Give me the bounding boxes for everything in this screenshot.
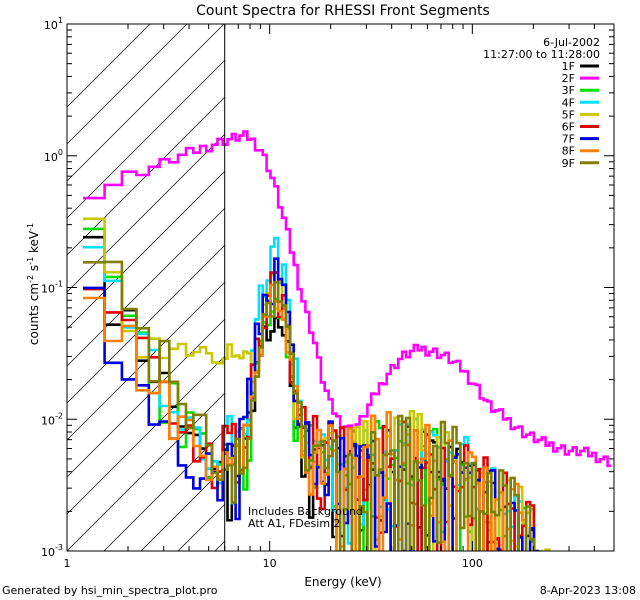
legend-label: 3F [562,84,575,97]
y-axis-title: counts cm-2 s-1 keV-1 [26,223,41,345]
legend-label: 7F [562,133,575,146]
axes: 1 10 100 10-3 10-2 10-1 100 101 [41,16,615,570]
hatch-line [67,207,225,367]
hatch-line [67,24,225,182]
y-tick-label: 100 [44,148,63,164]
hatch-line [67,24,151,108]
generated-by-label: Generated by hsi_min_spectra_plot.pro [2,584,218,597]
series-7F-line [83,257,540,551]
series-9F-line [83,260,536,551]
hatch-line [67,244,225,404]
series-layer [83,130,612,551]
y-tick-label: 10-2 [41,411,63,427]
legend-label: 4F [562,96,575,109]
legend-label: 2F [562,72,575,85]
legend-label: 6F [562,121,575,134]
x-tick-label: 1 [64,557,71,570]
y-tick-label: 101 [44,16,63,32]
hatch-line [103,429,225,551]
hatch-line [67,355,225,515]
legend-label: 1F [562,60,575,73]
background-annotation: Includes Background [248,505,363,518]
y-tick-label: 10-3 [41,543,63,559]
y-tick-label: 10-1 [41,280,63,296]
x-tick-label: 10 [263,557,277,570]
attenuator-annotation: Att A1, FDesim 2 [248,517,341,530]
series-5F-line [83,217,551,551]
series-2F-line [83,130,612,468]
hatch-line [67,170,225,330]
x-axis-title: Energy (keV) [304,575,381,589]
x-tick-label: 100 [462,557,483,570]
timestamp-label: 8-Apr-2023 13:08 [540,584,636,597]
time-range-label: 11:27:00 to 11:28:00 [483,48,600,61]
date-label: 6-Jul-2002 [543,36,600,49]
attenuator-hatch-region [67,24,225,551]
chart-title: Count Spectra for RHESSI Front Segments [196,3,490,19]
hatch-line [67,318,225,478]
legend-label: 8F [562,145,575,158]
legend-label: 9F [562,157,575,170]
hatch-line [67,59,225,219]
legend-label: 5F [562,108,575,121]
hatch-line [67,24,188,145]
hatch-line [67,392,225,551]
hatch-line [67,133,225,293]
